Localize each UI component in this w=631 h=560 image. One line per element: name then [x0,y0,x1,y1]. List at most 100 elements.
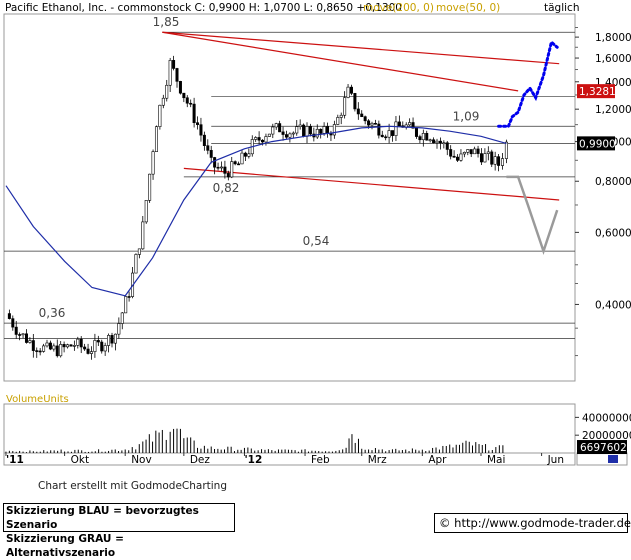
candle-body [469,149,473,155]
level-label: 1,09 [453,109,480,123]
candle-body [240,152,244,165]
candle-body [493,156,497,165]
candle-body [384,136,388,139]
candle-body [137,248,141,255]
volume-last-tag [577,440,627,455]
candle-body [281,131,285,135]
legend-blue-scenario: Skizzierung BLAU = bevorzugtes Szenario [6,505,199,531]
candle-body [69,344,73,347]
candle-body [456,156,460,161]
candle-body [377,123,381,136]
candle-body [189,102,193,105]
candle-body [117,323,121,335]
candle-body [322,126,326,134]
candle-body [442,142,446,145]
candle-body [479,153,483,163]
level-label: 0,82 [213,181,240,195]
volume-panel [3,403,576,454]
candle-body [356,108,360,115]
candle-body [339,114,343,118]
candle-body [233,161,237,165]
candle-body [397,121,401,127]
candle-body [391,130,395,136]
candle-body [134,254,138,274]
candle-body [72,345,76,347]
candle-body [172,60,176,69]
candle-body [336,117,340,125]
candle-body [500,158,504,166]
candle-body [380,134,384,138]
candle-body [158,104,162,127]
candles [7,55,508,360]
x-tick-label: Apr [428,454,447,466]
x-tick-label: '12 [244,454,262,466]
axis-corner [576,452,628,466]
candle-body [223,166,227,174]
candle-body [257,137,261,141]
candle-body [428,139,432,142]
candle-body [254,137,258,140]
ma50-label: move(50, 0) [436,2,500,14]
candle-body [59,344,63,357]
candle-body [14,326,18,335]
candle-body [449,149,453,157]
candle-body [271,126,275,135]
candle-body [421,132,425,141]
candle-body [127,296,131,298]
candle-body [298,124,302,127]
candle-body [107,335,111,346]
candle-body [66,344,70,348]
candle-body [473,148,477,155]
price-tag-label: 1,3281 [579,86,616,98]
candle-body [55,345,59,357]
x-tick-label: Jun [547,454,564,466]
candle-body [165,84,169,99]
candle-body [295,126,299,134]
candle-body [28,340,32,343]
candle-body [353,93,357,110]
candle-body [291,132,295,135]
candle-body [79,338,83,348]
candle-body [120,312,124,324]
level-label: 0,36 [39,306,66,320]
y-tick-label: 1,2000 [595,104,631,116]
candle-body [175,68,179,82]
candle-body [24,333,28,343]
x-tick-label: Okt [71,454,89,466]
candle-body [435,140,439,144]
candle-body [452,155,456,158]
candle-body [394,121,398,136]
trendline [162,31,560,65]
candle-body [148,173,152,201]
website-url: http://www.godmode-trader.de [454,516,631,530]
candle-body [408,122,412,126]
candle-body [247,153,251,157]
candle-body [466,149,470,153]
candle-body [497,156,501,166]
website-link[interactable]: © http://www.godmode-trader.de [434,513,631,533]
candle-body [154,126,158,152]
candle-body [387,130,391,138]
candle-body [93,340,97,352]
candle-body [243,152,247,157]
candle-body [62,344,66,348]
candle-body [367,120,371,126]
candle-body [363,116,367,122]
candle-body [319,128,323,134]
candle-body [261,139,265,143]
x-tick-label: Dez [190,454,211,466]
grey-scenario-path [506,175,559,256]
candle-body [274,123,278,128]
candle-body [42,345,46,352]
candle-body [278,123,282,133]
candle-body [411,122,415,129]
candle-body [459,153,463,161]
candle-body [438,140,442,144]
candle-body [168,60,172,86]
candle-body [100,341,104,352]
x-tick-label: Nov [131,454,152,466]
candle-body [76,338,80,346]
candle-body [329,133,333,136]
candle-body [476,148,480,154]
candle-body [113,333,117,344]
